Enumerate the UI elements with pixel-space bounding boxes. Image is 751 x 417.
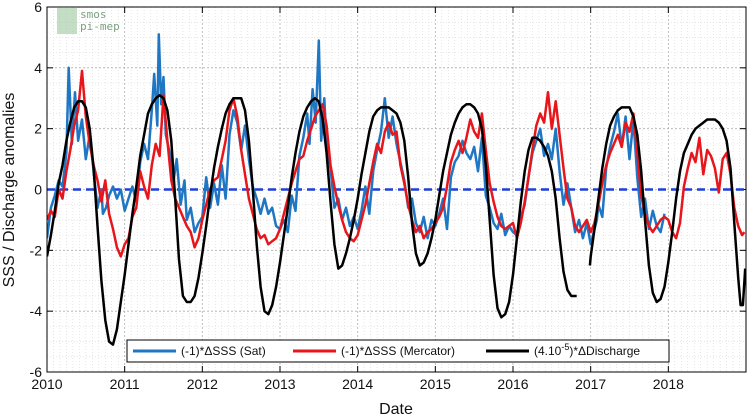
x-tick-label: 2010 [31, 376, 62, 392]
y-tick-labels: -6 -4 -2 0 2 4 6 [30, 0, 43, 380]
x-tick-label: 2016 [497, 376, 528, 392]
x-tick-label: 2015 [420, 376, 451, 392]
legend-label-sat: (-1)*ΔSSS (Sat) [181, 344, 266, 358]
series-line-mercator [47, 69, 746, 258]
logo-line1: smos [80, 8, 107, 21]
y-tick-label: 6 [34, 0, 42, 15]
x-axis-label: Date [379, 401, 413, 417]
series-line-discharge [588, 106, 746, 307]
x-tick-label: 2018 [653, 376, 684, 392]
x-tick-label: 2011 [110, 376, 140, 392]
smos-pimep-logo: smos pi-mep [57, 8, 120, 34]
legend: (-1)*ΔSSS (Sat) (-1)*ΔSSS (Mercator) (4.… [126, 339, 670, 363]
y-tick-label: -2 [30, 242, 43, 258]
logo-line2: pi-mep [80, 20, 120, 33]
major-grid [47, 7, 746, 372]
x-tick-label: 2012 [187, 376, 218, 392]
y-tick-label: 4 [34, 60, 42, 76]
legend-box [126, 339, 670, 363]
plot-area [47, 33, 746, 346]
legend-label-mercator: (-1)*ΔSSS (Mercator) [341, 344, 455, 358]
x-tick-labels: 2010 2011 2012 2013 2014 2015 2016 2017 2018 [31, 376, 684, 392]
y-tick-label: -4 [30, 303, 43, 319]
x-tick-label: 2013 [264, 376, 295, 392]
series-line-discharge [47, 93, 577, 346]
plot-frame [46, 6, 747, 373]
logo-map-icon [57, 8, 77, 34]
y-tick-label: 2 [34, 121, 42, 137]
y-axis-label: SSS / Discharge anomalies [1, 93, 18, 288]
legend-label-discharge: (4.10-5)*ΔDischarge [534, 342, 640, 358]
series-line-sat [47, 33, 666, 246]
y-tick-label: -6 [30, 364, 43, 380]
x-tick-label: 2014 [342, 376, 373, 392]
x-tick-label: 2017 [575, 376, 606, 392]
y-tick-label: 0 [34, 182, 42, 198]
